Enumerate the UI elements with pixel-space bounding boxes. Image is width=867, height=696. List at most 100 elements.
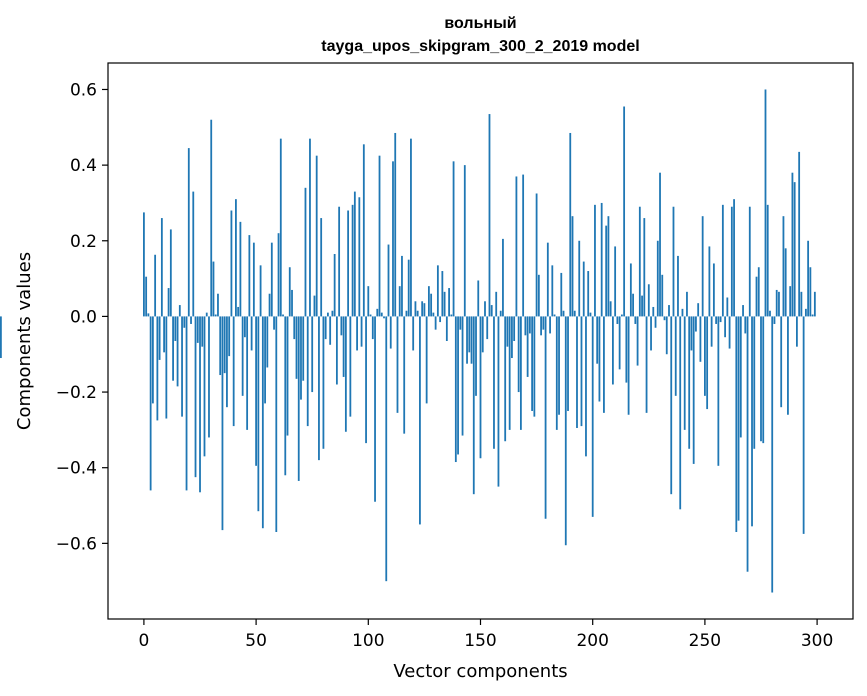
y-tick-label: 0.4: [70, 156, 97, 176]
bar: [706, 316, 709, 410]
bar: [735, 316, 738, 532]
bar: [199, 316, 201, 493]
bar: [778, 291, 780, 317]
bar: [616, 316, 619, 324]
bar: [726, 297, 729, 317]
bar: [519, 316, 522, 430]
bar: [600, 202, 603, 317]
bar: [468, 316, 471, 353]
bar: [522, 174, 525, 317]
bar: [587, 271, 590, 317]
bar: [652, 306, 655, 317]
bar: [688, 316, 691, 449]
bar: [686, 291, 688, 317]
bar: [724, 316, 726, 338]
bar: [594, 204, 596, 317]
y-tick-label: −0.6: [56, 534, 97, 554]
bar: [531, 316, 534, 411]
bar: [546, 242, 549, 317]
bar: [259, 265, 262, 317]
bar: [221, 316, 224, 531]
bar: [295, 316, 298, 379]
bar: [430, 293, 433, 317]
bar: [228, 316, 231, 357]
bar: [277, 233, 280, 317]
bar: [555, 316, 558, 430]
bar: [798, 151, 801, 317]
bar: [625, 316, 628, 383]
bar: [488, 114, 491, 317]
bar: [542, 316, 545, 330]
bar: [369, 314, 372, 317]
chart-title: вольный: [444, 15, 516, 32]
x-tick-label: 50: [245, 631, 267, 651]
bar: [203, 316, 206, 457]
bar: [284, 316, 287, 476]
bar: [567, 316, 569, 411]
bar: [708, 246, 711, 317]
bar: [809, 267, 812, 317]
bar: [715, 316, 718, 324]
bar: [250, 316, 253, 351]
bar: [484, 301, 486, 317]
bar: [636, 316, 639, 366]
bar: [578, 240, 581, 317]
bar: [309, 138, 311, 317]
bar: [769, 310, 771, 317]
bar: [721, 204, 724, 317]
bar: [477, 280, 480, 317]
bar: [403, 316, 406, 434]
bar: [378, 155, 381, 317]
bar: [165, 316, 168, 419]
bar: [475, 316, 477, 396]
bar: [551, 265, 554, 317]
bar: [524, 316, 527, 336]
bar: [185, 316, 188, 491]
bar: [237, 306, 240, 317]
bar: [569, 132, 572, 317]
bar: [634, 316, 637, 324]
bar: [748, 206, 751, 317]
bar: [663, 316, 666, 321]
bar: [226, 316, 228, 408]
bar: [596, 316, 599, 364]
bar: [443, 291, 446, 317]
bar: [780, 316, 783, 408]
bar: [697, 303, 700, 317]
bar: [466, 316, 468, 364]
bar: [544, 316, 547, 519]
bar: [638, 206, 641, 317]
bar: [603, 316, 605, 413]
bar: [414, 301, 417, 317]
bar: [358, 197, 361, 317]
bar: [302, 316, 305, 381]
bar: [306, 316, 309, 427]
bar: [497, 316, 500, 487]
bar: [560, 272, 563, 317]
bar: [230, 210, 233, 317]
bar: [533, 316, 536, 417]
bar: [784, 248, 787, 317]
bar: [398, 286, 401, 317]
bar: [452, 161, 455, 317]
bar: [589, 312, 592, 317]
bar: [208, 316, 210, 438]
bar: [169, 229, 172, 317]
bar: [540, 316, 542, 336]
bar: [158, 316, 161, 360]
bar: [742, 305, 744, 317]
bar: [353, 191, 356, 317]
bar: [322, 316, 325, 449]
chart-subtitle: tayga_upos_skipgram_300_2_2019 model: [321, 38, 639, 55]
bar: [219, 316, 222, 376]
bar: [490, 305, 493, 317]
y-tick-label: 0.6: [70, 80, 97, 100]
bar: [591, 316, 594, 517]
bar: [699, 316, 702, 362]
bar: [573, 310, 576, 317]
x-tick-label: 150: [464, 631, 496, 651]
bar: [481, 316, 484, 353]
bar: [508, 316, 511, 430]
bar: [286, 316, 289, 436]
bar: [145, 276, 148, 317]
